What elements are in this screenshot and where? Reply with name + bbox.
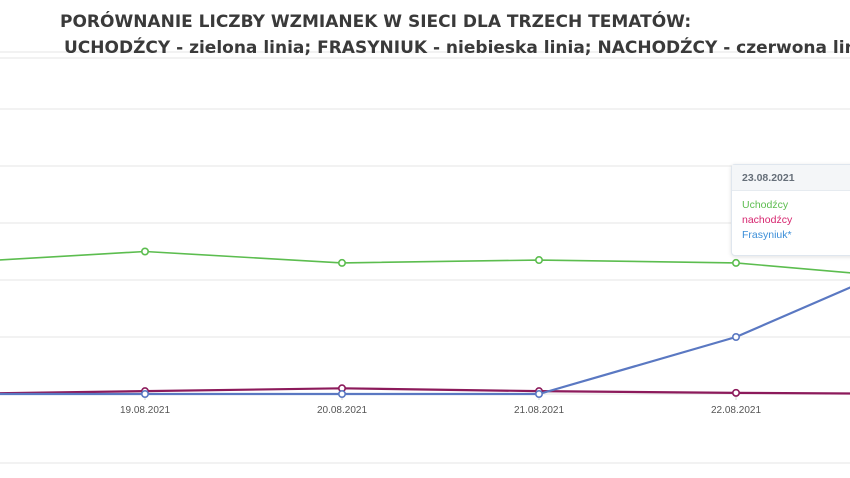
x-tick-label: 21.08.2021: [514, 405, 564, 416]
tooltip-row-uchodzcy: Uchodźcy: [742, 199, 789, 211]
tooltip-date: 23.08.2021: [732, 165, 850, 191]
chart-series: [0, 247, 850, 398]
data-point: [141, 389, 150, 398]
x-tick-label: 22.08.2021: [711, 405, 761, 416]
series-line: [0, 387, 850, 395]
series-line: [0, 250, 850, 274]
x-axis-ticks: 19.08.2021 20.08.2021 21.08.2021 22.08.2021: [120, 394, 761, 416]
data-point: [534, 256, 543, 265]
data-point: [337, 389, 346, 398]
series-line: [0, 286, 850, 396]
chart-grid: [0, 51, 850, 464]
data-point: [731, 258, 740, 267]
tooltip-row-frasyniuk: Frasyniuk*: [742, 229, 792, 241]
data-point: [141, 247, 150, 256]
data-point: [731, 332, 740, 341]
x-tick-label: 19.08.2021: [120, 405, 170, 416]
data-point: [534, 389, 543, 398]
data-point: [337, 258, 346, 267]
chart-title-line-2: UCHODŹCY - zielona linia; FRASYNIUK - ni…: [64, 38, 850, 58]
tooltip-row-nachodzcy: nachodźcy: [742, 214, 793, 226]
chart-title-line-1: PORÓWNANIE LICZBY WZMIANEK W SIECI DLA T…: [60, 12, 692, 32]
x-tick-label: 20.08.2021: [317, 405, 367, 416]
data-point: [731, 388, 740, 397]
chart-tooltip: 23.08.2021 Uchodźcy nachodźcy Frasyniuk*: [731, 164, 850, 256]
